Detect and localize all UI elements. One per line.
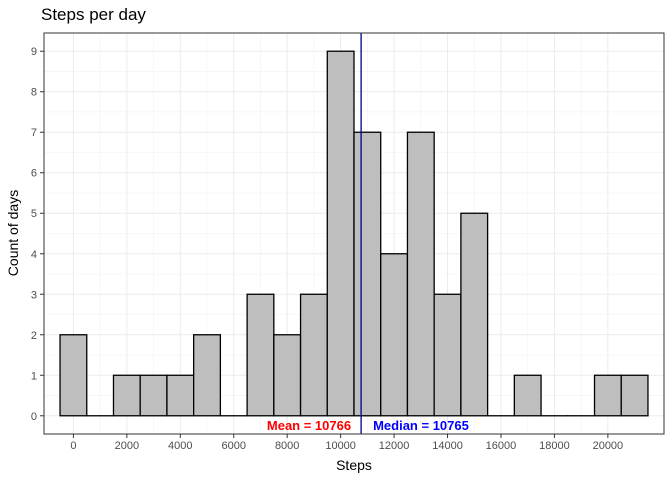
histogram-bar xyxy=(59,334,88,417)
y-tick-label: 9 xyxy=(31,46,37,58)
histogram-bar xyxy=(193,334,222,417)
x-tick-label: 12000 xyxy=(379,440,410,452)
y-tick-label: 3 xyxy=(31,289,37,301)
annotations: Mean = 10766 Median = 10765 xyxy=(267,418,469,433)
x-tick-label: 18000 xyxy=(539,440,570,452)
panel-border xyxy=(43,32,665,435)
histogram-bar xyxy=(380,253,409,417)
histogram-bar xyxy=(460,212,489,417)
x-tick-label: 0 xyxy=(70,440,76,452)
histogram-bar xyxy=(299,293,328,417)
y-tick-label: 8 xyxy=(31,87,37,99)
histogram-bar xyxy=(139,374,168,417)
x-tick-label: 4000 xyxy=(168,440,192,452)
x-tick-label: 10000 xyxy=(325,440,356,452)
y-tick-label: 0 xyxy=(31,411,37,423)
median-annotation: Median = 10765 xyxy=(373,418,469,433)
histogram-bar xyxy=(326,50,355,417)
histogram-bar xyxy=(406,131,435,417)
x-axis-title: Steps xyxy=(336,457,372,473)
histogram-bar xyxy=(593,374,622,417)
bars xyxy=(59,50,649,417)
y-tick-label: 6 xyxy=(31,168,37,180)
histogram-bar xyxy=(112,374,141,417)
x-axis-ticks: 0 2000 4000 6000 8000 10000 12000 14000 16000 180… xyxy=(70,434,623,452)
x-tick-label: 14000 xyxy=(432,440,463,452)
histogram-bar xyxy=(513,374,542,417)
histogram-bar xyxy=(273,334,302,417)
y-tick-label: 5 xyxy=(31,208,37,220)
histogram-bar xyxy=(353,131,382,417)
histogram-bar xyxy=(620,374,649,417)
histogram-bar xyxy=(246,293,275,417)
chart-title: Steps per day xyxy=(41,5,146,24)
histogram-bar xyxy=(166,374,195,417)
y-tick-label: 1 xyxy=(31,370,37,382)
y-tick-label: 7 xyxy=(31,127,37,139)
y-tick-label: 4 xyxy=(31,249,37,261)
y-axis-ticks: 0 1 2 3 4 5 6 7 8 9 xyxy=(31,46,44,423)
mean-annotation: Mean = 10766 xyxy=(267,418,351,433)
x-tick-label: 6000 xyxy=(221,440,245,452)
x-tick-label: 16000 xyxy=(486,440,517,452)
y-tick-label: 2 xyxy=(31,330,37,342)
y-axis-title: Count of days xyxy=(5,190,21,276)
histogram-bar xyxy=(433,293,462,417)
x-tick-label: 20000 xyxy=(593,440,624,452)
x-tick-label: 2000 xyxy=(115,440,139,452)
x-tick-label: 8000 xyxy=(275,440,299,452)
